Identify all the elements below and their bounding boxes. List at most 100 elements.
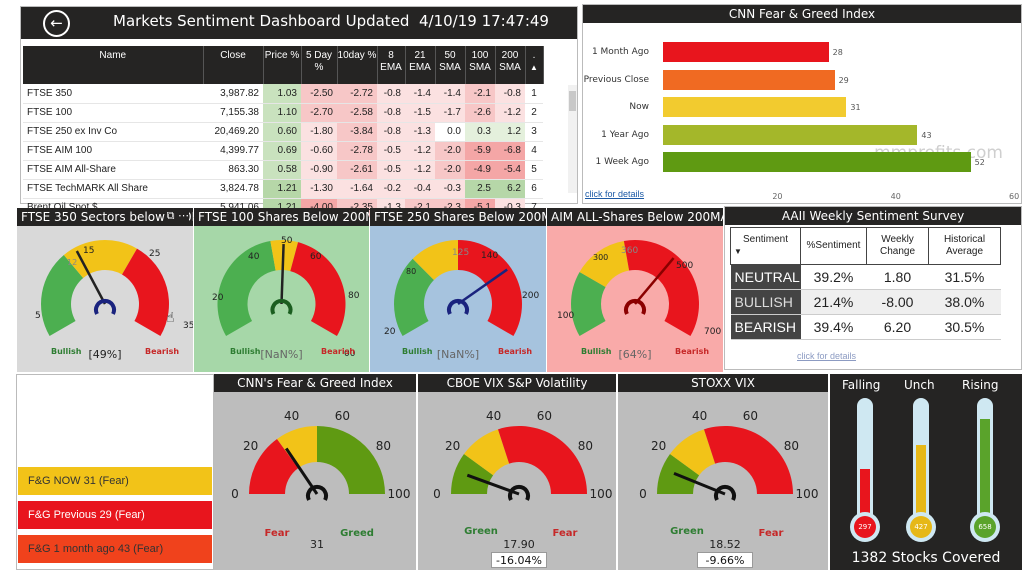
gauge-panel-0: FTSE 350 Sectors below 200MA ⧉ ⋯ 5 12 15 25 35… bbox=[17, 208, 193, 372]
thermo-fill bbox=[860, 468, 870, 516]
bottom-gauge-hub bbox=[508, 484, 530, 501]
gauge-panel-3: AIM ALL-Shares Below 200MA 100 300 360 500 70… bbox=[547, 208, 723, 372]
row-name: FTSE AIM 100 bbox=[23, 141, 203, 161]
visual-header-icons: ⧉ ⋯ bbox=[166, 209, 189, 223]
col-header[interactable]: Close bbox=[203, 46, 264, 84]
back-arrow-icon[interactable]: ← bbox=[43, 10, 70, 37]
bar-label: Now bbox=[629, 102, 649, 112]
cnn-details-link[interactable]: click for details bbox=[585, 189, 645, 199]
fg-box-1: F&G Previous 29 (Fear) bbox=[18, 501, 212, 529]
bar-1[interactable] bbox=[663, 69, 835, 90]
aaii-details-link[interactable]: click for details bbox=[797, 351, 857, 361]
col-header[interactable]: 8 EMA bbox=[377, 46, 406, 84]
thermo-header: Falling bbox=[842, 378, 881, 392]
row-value: -2.50 bbox=[301, 84, 337, 104]
gauge-value: [49%] bbox=[88, 348, 121, 361]
bottom-gauge-tick: 80 bbox=[784, 439, 799, 453]
sentiment-label: BEARISH bbox=[730, 314, 801, 340]
row-value: 0.3 bbox=[465, 122, 495, 142]
col-header[interactable]: 50 SMA bbox=[435, 46, 466, 84]
sort-down-icon[interactable]: ▼ bbox=[734, 247, 742, 256]
row-value: -2.58 bbox=[337, 103, 377, 123]
row-value: 2.5 bbox=[465, 179, 495, 199]
row-value: -0.90 bbox=[301, 160, 337, 180]
gauge-tick-label: 25 bbox=[149, 249, 160, 259]
col-header[interactable]: Price % bbox=[263, 46, 302, 84]
table-row[interactable]: FTSE AIM All-Share 863.30 0.58 -0.90 -2.61 -0… bbox=[23, 160, 543, 180]
x-tick: 20 bbox=[772, 192, 783, 201]
sentiment-value: 21.4% bbox=[800, 289, 867, 315]
table-row[interactable]: FTSE 100 7,155.38 1.10 -2.70 -2.58 -0.8 -1.5 -1… bbox=[23, 103, 543, 123]
col-header[interactable]: 100 SMA bbox=[465, 46, 496, 84]
bottom-gauge-hub bbox=[306, 484, 328, 501]
gauge-high-label: Bearish bbox=[321, 347, 355, 356]
aaii-col-header[interactable]: %Sentiment bbox=[800, 227, 867, 265]
more-options-icon[interactable]: ⋯ bbox=[178, 209, 189, 222]
col-header[interactable]: 5 Day % bbox=[301, 46, 338, 84]
gauge-tick-label: 125 bbox=[452, 248, 469, 258]
x-tick: 60 bbox=[1009, 192, 1020, 201]
row-value: -1.2 bbox=[405, 160, 435, 180]
stocks-covered-label: 1382 Stocks Covered bbox=[851, 550, 1001, 566]
bar-value: 43 bbox=[921, 130, 932, 140]
bar-3[interactable] bbox=[663, 124, 918, 145]
col-header[interactable]: 21 EMA bbox=[405, 46, 436, 84]
bottom-gauge-title: STOXX VIX bbox=[618, 374, 828, 392]
bottom-gauge-tick: 0 bbox=[231, 487, 239, 501]
bottom-gauge-segment-1 bbox=[277, 426, 317, 469]
row-value: -1.3 bbox=[405, 122, 435, 142]
table-row[interactable]: FTSE AIM 100 4,399.77 0.69 -0.60 -2.78 -0.5 -1… bbox=[23, 141, 543, 161]
aaii-col-header[interactable]: Weekly Change bbox=[866, 227, 929, 265]
gauge-high-label: Bearish bbox=[498, 347, 532, 356]
gauge-tick-label: 40 bbox=[248, 252, 260, 262]
col-header[interactable]: 200 SMA bbox=[495, 46, 526, 84]
gauge-segment-1 bbox=[579, 240, 630, 287]
focus-mode-icon[interactable]: ⧉ bbox=[166, 209, 178, 222]
thermo-tube-2 bbox=[977, 398, 993, 516]
sentiment-value: 6.20 bbox=[866, 314, 929, 340]
aaii-col-header[interactable]: Historical Average bbox=[928, 227, 1001, 265]
thermo-tube-1 bbox=[913, 398, 929, 516]
gauge-title: FTSE 350 Sectors below 200MA bbox=[17, 208, 193, 226]
row-value: -2.72 bbox=[337, 84, 377, 104]
bar-2[interactable] bbox=[663, 97, 847, 117]
dashboard-title: Markets Sentiment Dashboard Updated bbox=[113, 12, 410, 30]
table-row[interactable]: FTSE TechMARK All Share 3,824.78 1.21 -1.30… bbox=[23, 179, 543, 199]
col-header[interactable]: 10day % bbox=[337, 46, 378, 84]
fg-box-2: F&G 1 month ago 43 (Fear) bbox=[18, 535, 212, 563]
sort-desc-icon[interactable]: ▲ bbox=[530, 63, 538, 72]
row-value: 20,469.20 bbox=[203, 122, 263, 142]
gauge-tick-label: 200 bbox=[522, 291, 539, 301]
aaii-row[interactable]: BEARISH 39.4% 6.20 30.5% bbox=[730, 314, 1001, 340]
table-scrollbar[interactable] bbox=[568, 85, 577, 193]
gauge-segment-2 bbox=[623, 240, 699, 336]
sentiment-value: 1.80 bbox=[866, 264, 929, 290]
gauge-needle bbox=[75, 250, 107, 305]
bottom-gauge-title: CNN's Fear & Greed Index bbox=[214, 374, 416, 392]
bar-0[interactable] bbox=[663, 42, 829, 62]
aaii-table: Sentiment ▼ %Sentiment Weekly Change Histori… bbox=[730, 227, 1001, 340]
gauge-hub bbox=[94, 298, 116, 315]
aaii-col-header[interactable]: Sentiment ▼ bbox=[730, 227, 801, 265]
aaii-row[interactable]: BULLISH 21.4% -8.00 38.0% bbox=[730, 289, 1001, 315]
bar-4[interactable] bbox=[663, 152, 971, 172]
market-table-panel: ← Markets Sentiment Dashboard Updated 4/… bbox=[20, 6, 578, 218]
table-row[interactable]: FTSE 250 ex Inv Co 20,469.20 0.60 -1.80 -3.8… bbox=[23, 122, 543, 142]
row-name: FTSE TechMARK All Share bbox=[23, 179, 203, 199]
row-value: -0.4 bbox=[405, 179, 435, 199]
aaii-row[interactable]: NEUTRAL 39.2% 1.80 31.5% bbox=[730, 264, 1001, 290]
thermo-header: Unch bbox=[904, 378, 935, 392]
bar-value: 52 bbox=[974, 158, 985, 167]
row-value: 0.0 bbox=[435, 122, 465, 142]
bottom-gauge-segment-2 bbox=[317, 426, 385, 494]
row-value: -0.8 bbox=[495, 84, 525, 104]
row-value: -2.0 bbox=[435, 141, 465, 161]
scroll-thumb[interactable] bbox=[569, 91, 576, 111]
bottom-gauge-hub bbox=[714, 484, 736, 501]
gauge-tick-label: 50 bbox=[281, 236, 293, 246]
col-header[interactable]: . ▲ bbox=[525, 46, 544, 84]
row-value: 2 bbox=[525, 103, 543, 123]
gauge-tick-label: 80 bbox=[348, 291, 360, 301]
table-row[interactable]: FTSE 350 3,987.82 1.03 -2.50 -2.72 -0.8 -1.4 -1… bbox=[23, 84, 543, 104]
col-header[interactable]: Name bbox=[23, 46, 204, 84]
